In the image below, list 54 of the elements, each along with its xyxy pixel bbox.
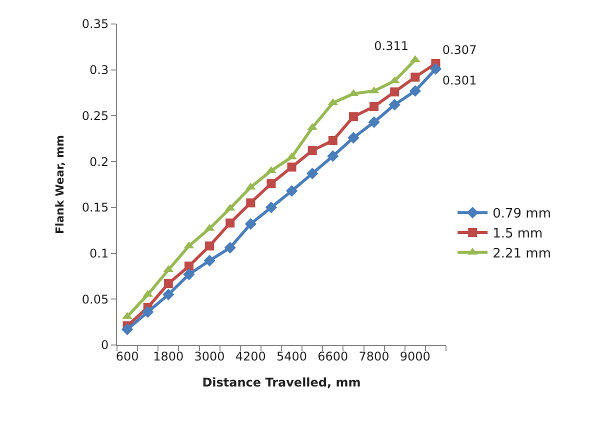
point [409,85,422,97]
point [224,242,236,254]
data-label: 0.311 [374,39,409,54]
x-tick-label: 600 [116,349,139,364]
y-axis-title: Flank Wear, mm [54,134,67,234]
point [327,150,339,162]
point [226,218,235,228]
y-tick-label: 0 [100,338,109,352]
point [287,162,296,172]
point [368,116,380,128]
point [430,63,442,75]
x-tick-label: 1800 [153,349,184,364]
x-tick-label: 9000 [400,349,430,364]
point [306,168,318,180]
y-tick-label: 0.3 [90,63,109,78]
x-axis-title: Distance Travelled, mm [202,375,361,390]
legend-label: 2.21 mm [492,246,551,262]
x-tick-label: 6600 [318,349,348,364]
x-tick-label: 7800 [358,349,390,364]
point [246,198,256,208]
point [348,132,360,144]
point [266,179,276,188]
point [308,146,317,156]
point [286,185,298,197]
point [265,202,278,214]
legend-label: 0.79 mm [492,206,551,222]
point [244,218,257,230]
x-tick-label: 3000 [194,349,225,364]
point [348,112,358,122]
point [388,98,400,111]
point [184,262,194,271]
y-tick-label: 0.15 [82,200,109,215]
legend-label: 1.5 mm [492,226,543,242]
y-tick-label: 0.05 [82,292,109,306]
point [328,136,338,145]
y-tick-label: 0.35 [82,17,109,32]
x-tick-label: 4200 [235,349,266,364]
point [390,87,400,96]
y-tick-label: 0.1 [90,246,109,260]
point [205,241,214,250]
point [162,288,174,300]
y-tick-label: 0.2 [90,154,109,169]
point [410,72,420,82]
point [142,306,154,318]
x-tick-label: 5400 [276,349,308,364]
point [164,279,173,288]
point [286,152,297,160]
point [183,268,195,280]
point [121,324,134,336]
point [370,102,379,112]
point [204,254,216,266]
data-label: 0.301 [442,74,477,88]
y-tick-label: 0.25 [82,108,109,123]
data-label: 0.307 [442,42,477,57]
